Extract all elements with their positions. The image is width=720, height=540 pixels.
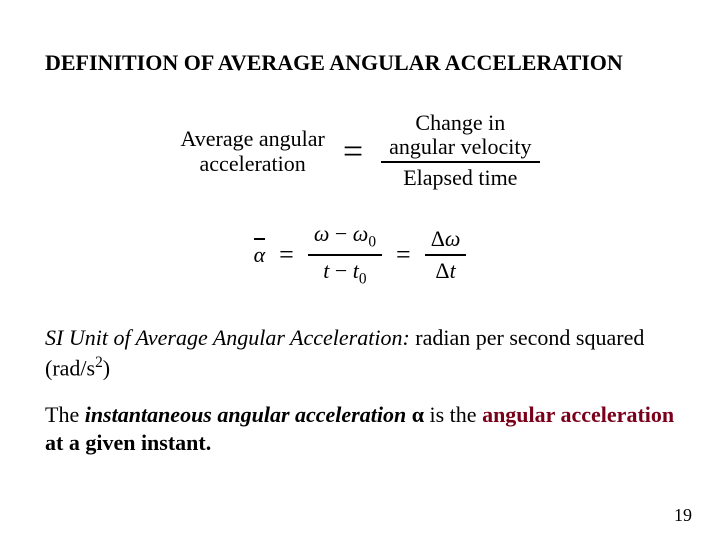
fraction-bar — [381, 161, 539, 163]
delta-symbol: Δ — [431, 226, 445, 251]
si-unit-text2: ) — [103, 355, 110, 380]
fraction-2: Δω Δt — [425, 226, 467, 284]
t-symbol-2: t — [450, 258, 456, 283]
word-eq-fraction: Change in angular velocity Elapsed time — [381, 111, 539, 191]
fraction-bar-2 — [425, 254, 467, 256]
subscript-0-2: 0 — [359, 270, 367, 287]
fraction-bar-1 — [308, 254, 382, 256]
equals-sign-2: = — [396, 240, 411, 270]
page-heading: DEFINITION OF AVERAGE ANGULAR ACCELERATI… — [45, 50, 675, 76]
inst-mid: is the — [424, 402, 482, 427]
minus-sign-2: − — [329, 258, 352, 283]
omega0-symbol: ω — [353, 221, 369, 246]
si-unit-paragraph: SI Unit of Average Angular Acceleration:… — [45, 324, 675, 383]
fraction-2-denominator: Δt — [429, 258, 461, 284]
page-number: 19 — [674, 505, 692, 526]
word-eq-denominator: Elapsed time — [395, 165, 525, 191]
si-unit-label: SI Unit of Average Angular Acceleration: — [45, 325, 410, 350]
word-equation: Average angular acceleration = Change in… — [45, 111, 675, 191]
inst-pre: The — [45, 402, 85, 427]
inst-post: at a given instant. — [45, 430, 211, 455]
symbolic-equation: α = ω − ω0 t − t0 = Δω Δt — [45, 221, 675, 288]
alpha-glyph-2: α — [412, 402, 424, 427]
word-eq-numerator: Change in angular velocity — [381, 111, 539, 159]
word-eq-lhs: Average angular acceleration — [181, 126, 325, 177]
fraction-1: ω − ω0 t − t0 — [308, 221, 382, 288]
minus-sign: − — [329, 221, 352, 246]
instantaneous-paragraph: The instantaneous angular acceleration α… — [45, 401, 675, 458]
fraction-2-numerator: Δω — [425, 226, 467, 252]
equals-sign-1: = — [279, 240, 294, 270]
angular-acceleration-link[interactable]: angular acceleration — [482, 402, 674, 427]
alpha-glyph: α — [254, 242, 266, 267]
alpha-bar-symbol: α — [254, 242, 266, 268]
exponent-2: 2 — [95, 354, 103, 371]
equals-sign: = — [343, 130, 363, 172]
omega-symbol: ω — [314, 221, 330, 246]
delta-symbol-2: Δ — [435, 258, 449, 283]
omega-symbol-2: ω — [445, 226, 461, 251]
subscript-0: 0 — [368, 234, 376, 251]
fraction-1-denominator: t − t0 — [317, 258, 372, 288]
word-eq-num-line2: angular velocity — [389, 135, 531, 159]
word-eq-lhs-line1: Average angular — [181, 126, 325, 151]
instantaneous-term: instantaneous angular acceleration — [85, 402, 412, 427]
word-eq-num-line1: Change in — [389, 111, 531, 135]
fraction-1-numerator: ω − ω0 — [308, 221, 382, 251]
word-eq-lhs-line2: acceleration — [181, 151, 325, 176]
